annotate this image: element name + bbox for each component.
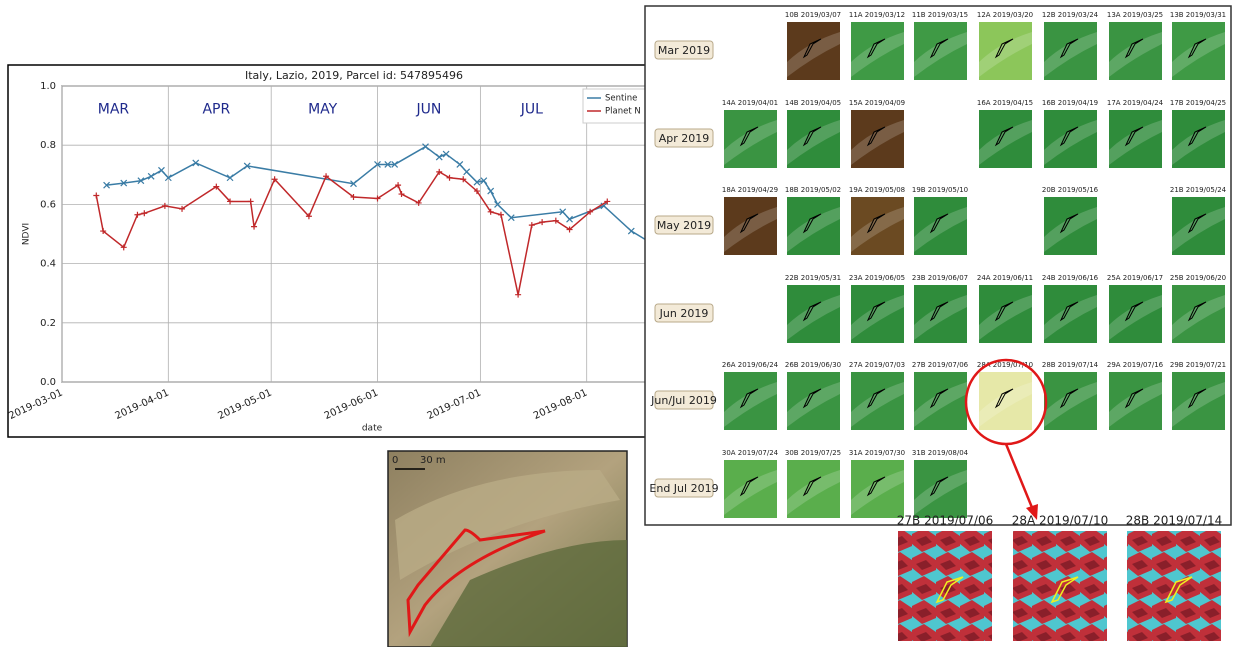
zoom-images: 27B 2019/07/06 28A 2019/07/10 28B 2019/07/… — [897, 514, 1222, 642]
image-caption: 31A 2019/07/30 — [849, 449, 905, 457]
row-label: Jun 2019 — [659, 307, 709, 320]
page: NDVI time series and image grid {"chart_… — [0, 0, 1233, 647]
image-caption: 17A 2019/04/24 — [1107, 99, 1164, 107]
zoom-caption: 28A 2019/07/10 — [1012, 514, 1108, 528]
image-caption: 27A 2019/07/03 — [849, 361, 905, 369]
scale-start: 0 — [392, 455, 398, 466]
image-caption: 21B 2019/05/24 — [1170, 186, 1227, 194]
y-tick-label: 0.8 — [40, 140, 56, 151]
row-label: May 2019 — [657, 219, 711, 232]
legend-label: Sentine — [605, 94, 637, 104]
month-annotation: JUN — [416, 102, 442, 118]
y-tick-label: 1.0 — [40, 81, 56, 92]
image-caption: 16B 2019/04/19 — [1042, 99, 1098, 107]
zoom-caption: 28B 2019/07/14 — [1126, 514, 1222, 528]
image-caption: 29B 2019/07/21 — [1170, 361, 1226, 369]
image-caption: 27B 2019/07/06 — [912, 361, 969, 369]
image-caption: 10B 2019/03/07 — [785, 11, 841, 19]
image-caption: 19A 2019/05/08 — [849, 186, 905, 194]
image-caption: 30A 2019/07/24 — [722, 449, 779, 457]
image-caption: 13B 2019/03/31 — [1170, 11, 1226, 19]
month-annotation: JUL — [520, 102, 543, 118]
image-caption: 18A 2019/04/29 — [722, 186, 778, 194]
month-annotation: APR — [202, 102, 230, 118]
month-annotation: MAR — [98, 102, 130, 118]
image-caption: 23A 2019/06/05 — [849, 274, 905, 282]
image-caption: 17B 2019/04/25 — [1170, 99, 1226, 107]
row-label: Jun/Jul 2019 — [650, 394, 717, 407]
image-caption: 29A 2019/07/16 — [1107, 361, 1164, 369]
row-label: Apr 2019 — [659, 132, 710, 145]
image-caption: 24B 2019/06/16 — [1042, 274, 1099, 282]
page-body: Italy, Lazio, 2019, Parcel id: 547895496… — [0, 0, 1233, 647]
image-caption: 15A 2019/04/09 — [849, 99, 905, 107]
row-label: Mar 2019 — [658, 44, 710, 57]
y-tick-label: 0.0 — [40, 377, 56, 388]
x-axis-label: date — [362, 424, 383, 434]
image-caption: 11B 2019/03/15 — [912, 11, 968, 19]
image-caption: 20B 2019/05/16 — [1042, 186, 1099, 194]
chart-title: Italy, Lazio, 2019, Parcel id: 547895496 — [245, 69, 463, 82]
aerial-photo: 0 30 m — [388, 451, 627, 647]
image-caption: 14B 2019/04/05 — [785, 99, 841, 107]
zoom-caption: 27B 2019/07/06 — [897, 514, 993, 528]
y-tick-label: 0.6 — [40, 199, 56, 210]
image-caption: 12B 2019/03/24 — [1042, 11, 1099, 19]
image-caption: 26A 2019/06/24 — [722, 361, 779, 369]
legend-label: Planet N — [605, 107, 641, 117]
image-caption: 19B 2019/05/10 — [912, 186, 968, 194]
image-caption: 31B 2019/08/04 — [912, 449, 969, 457]
y-axis-label: NDVI — [22, 223, 32, 245]
image-caption: 24A 2019/06/11 — [977, 274, 1033, 282]
image-caption: 26B 2019/06/30 — [785, 361, 841, 369]
image-caption: 18B 2019/05/02 — [785, 186, 841, 194]
image-caption: 11A 2019/03/12 — [849, 11, 905, 19]
image-caption: 25B 2019/06/20 — [1170, 274, 1226, 282]
chart-frame — [8, 65, 650, 437]
grid-panel — [645, 6, 1231, 525]
month-annotation: MAY — [308, 102, 338, 118]
y-tick-label: 0.4 — [40, 259, 56, 270]
row-label: End Jul 2019 — [649, 482, 718, 495]
image-caption: 23B 2019/06/07 — [912, 274, 968, 282]
image-caption: 25A 2019/06/17 — [1107, 274, 1163, 282]
image-caption: 22B 2019/05/31 — [785, 274, 841, 282]
y-tick-label: 0.2 — [40, 318, 56, 329]
image-caption: 14A 2019/04/01 — [722, 99, 778, 107]
figure: Italy, Lazio, 2019, Parcel id: 547895496… — [0, 0, 1233, 647]
image-caption: 30B 2019/07/25 — [785, 449, 841, 457]
image-caption: 13A 2019/03/25 — [1107, 11, 1163, 19]
image-caption: 12A 2019/03/20 — [977, 11, 1033, 19]
scale-label: 30 m — [420, 455, 446, 466]
image-caption: 16A 2019/04/15 — [977, 99, 1033, 107]
image-caption: 28B 2019/07/14 — [1042, 361, 1099, 369]
